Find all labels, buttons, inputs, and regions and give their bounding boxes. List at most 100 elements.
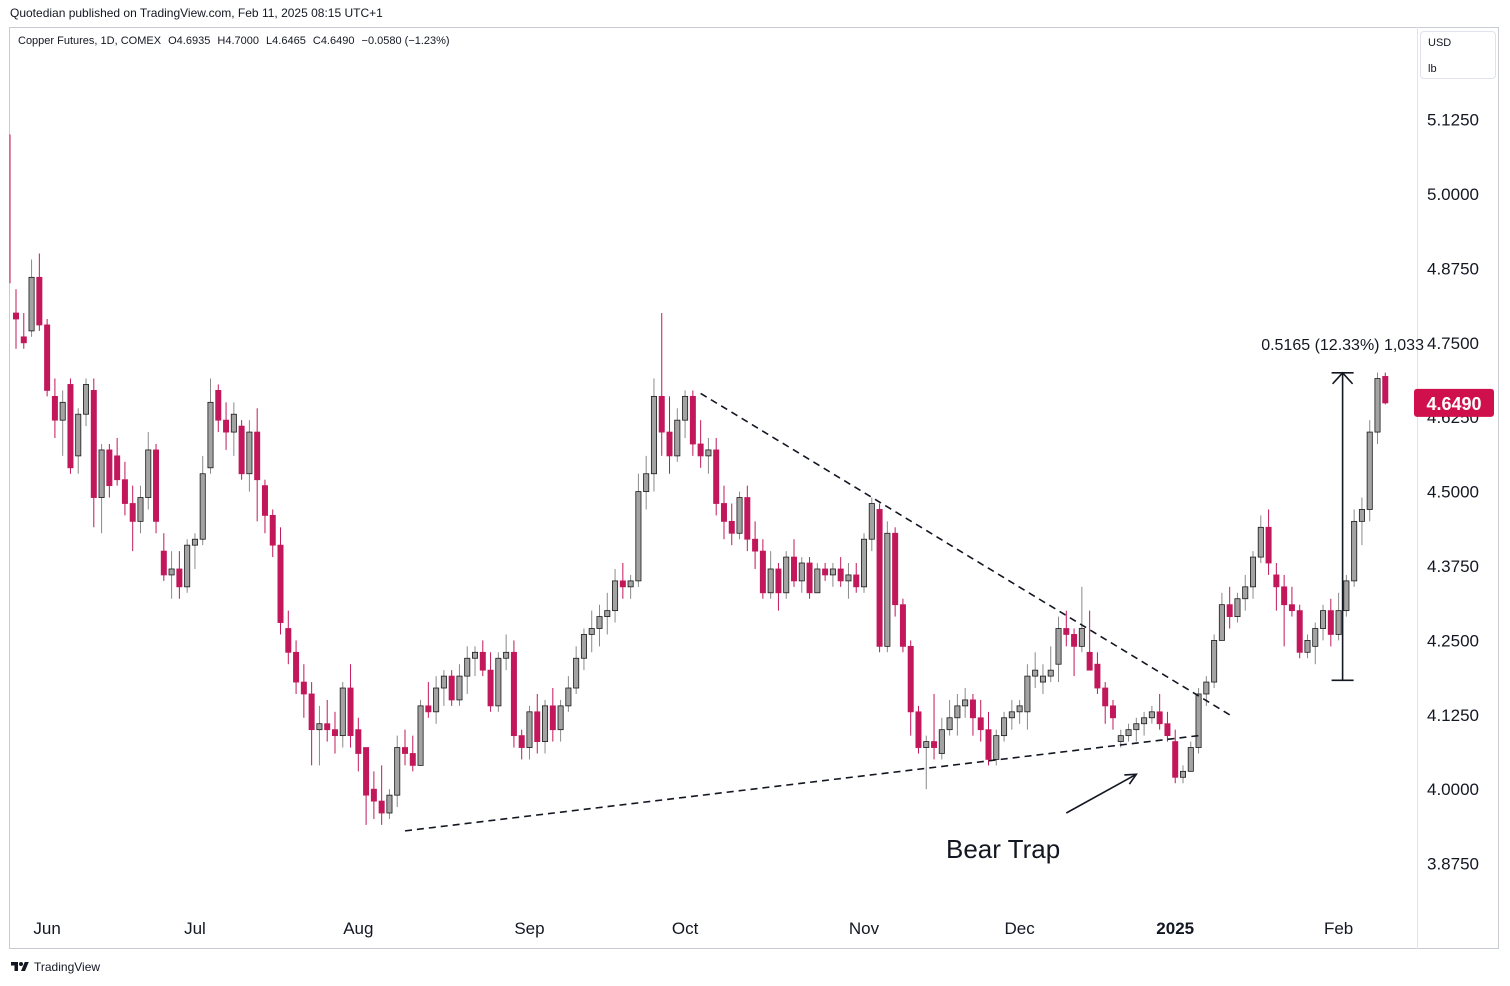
footer-brand[interactable]: TradingView xyxy=(10,960,100,974)
y-tick-label: 4.2500 xyxy=(1427,631,1479,650)
candle-body xyxy=(1156,711,1163,725)
candle-body xyxy=(1320,610,1327,629)
candle-body xyxy=(619,580,626,588)
candle-body xyxy=(215,390,222,421)
candle-body xyxy=(627,580,634,588)
candle-body xyxy=(837,568,844,582)
candle-body xyxy=(394,747,401,796)
candle-body xyxy=(1102,687,1109,707)
candle-body xyxy=(923,741,930,748)
tradingview-logo-icon xyxy=(11,962,29,971)
candle-body xyxy=(472,651,479,659)
candle-body xyxy=(1335,610,1342,635)
candle-body xyxy=(1257,526,1264,558)
x-tick-label: Aug xyxy=(343,919,373,938)
candle-body xyxy=(643,473,650,492)
y-tick-label: 4.7500 xyxy=(1427,334,1479,353)
candle-body xyxy=(401,747,408,754)
candle-body xyxy=(347,687,354,737)
symbol-legend: Copper Futures, 1D, COMEX O4.6935 H4.700… xyxy=(18,35,454,47)
low-value: L4.6465 xyxy=(266,35,306,47)
candle-body xyxy=(1024,675,1031,713)
candle-body xyxy=(1117,735,1124,742)
candle-body xyxy=(36,276,43,326)
candle-body xyxy=(588,628,595,635)
candle-body xyxy=(145,449,152,498)
candle-body xyxy=(59,401,66,421)
candle-body xyxy=(1250,556,1257,588)
candle-body xyxy=(1304,640,1311,653)
annotation-label: Bear Trap xyxy=(946,834,1060,864)
last-price-badge xyxy=(1414,388,1494,417)
candle-body xyxy=(791,556,798,582)
candle-body xyxy=(1358,509,1365,522)
candle-body xyxy=(705,449,712,457)
candle-body xyxy=(98,449,105,498)
change-value: −0.0580 (−1.23%) xyxy=(361,35,450,47)
currency-unit-selector[interactable]: USD lb xyxy=(1420,31,1496,79)
candle-body xyxy=(814,568,821,594)
candle-body xyxy=(1180,770,1187,778)
candle-body xyxy=(674,419,681,457)
y-tick-label: 5.0000 xyxy=(1427,185,1479,204)
candle-body xyxy=(1032,669,1039,677)
candle-body xyxy=(526,711,533,748)
candle-body xyxy=(580,634,587,659)
annotation-arrowhead xyxy=(1124,773,1138,785)
candle-body xyxy=(440,675,447,689)
candle-body xyxy=(736,497,743,534)
candle-body xyxy=(44,324,51,391)
candle-body xyxy=(1366,431,1373,510)
y-tick-label: 4.5000 xyxy=(1427,483,1479,502)
candle-body xyxy=(907,645,914,713)
currency-label: USD xyxy=(1428,37,1452,49)
candle-body xyxy=(798,562,805,582)
candle-body xyxy=(565,687,572,707)
candle-body xyxy=(1086,651,1093,671)
candle-body xyxy=(28,276,35,332)
candle-body xyxy=(1133,723,1140,731)
candle-body xyxy=(1055,628,1062,665)
candle-body xyxy=(324,723,331,731)
x-tick-label: Feb xyxy=(1324,919,1353,938)
chart-frame xyxy=(9,27,1499,949)
close-value: C4.6490 xyxy=(312,35,355,47)
candle-body xyxy=(1063,628,1070,635)
candle-body xyxy=(370,788,377,802)
candle-body xyxy=(1265,526,1272,564)
measure-label: 0.5165 (12.33%) 1,033 xyxy=(1261,337,1424,354)
candle-body xyxy=(876,509,883,647)
candle-body xyxy=(573,657,580,689)
candle-body xyxy=(720,503,727,522)
candle-body xyxy=(1226,604,1233,617)
candle-body xyxy=(767,568,774,594)
candle-body xyxy=(775,568,782,594)
candle-body xyxy=(153,449,160,522)
candle-body xyxy=(744,497,751,540)
candle-body xyxy=(433,687,440,713)
candle-body xyxy=(806,562,813,594)
candle-body xyxy=(1312,628,1319,647)
candle-body xyxy=(946,717,953,731)
candle-body xyxy=(1109,705,1116,719)
candle-body xyxy=(892,532,899,606)
candle-body xyxy=(191,538,198,546)
candle-body xyxy=(355,729,362,754)
candle-body xyxy=(378,800,385,814)
candle-body xyxy=(1351,520,1358,582)
candle-body xyxy=(456,675,463,701)
candle-body xyxy=(549,705,556,731)
candle-body xyxy=(254,431,261,481)
x-tick-label: Oct xyxy=(672,919,699,938)
candle-body xyxy=(1001,717,1008,737)
x-tick-label: Dec xyxy=(1005,919,1036,938)
resistance-trendline xyxy=(700,392,1231,716)
candle-body xyxy=(184,544,191,588)
candle-body xyxy=(666,431,673,457)
candle-body xyxy=(261,485,268,516)
publisher-caption: Quotedian published on TradingView.com, … xyxy=(10,6,383,20)
candle-body xyxy=(829,568,836,576)
candle-body xyxy=(1047,669,1054,677)
candle-body xyxy=(495,657,502,707)
